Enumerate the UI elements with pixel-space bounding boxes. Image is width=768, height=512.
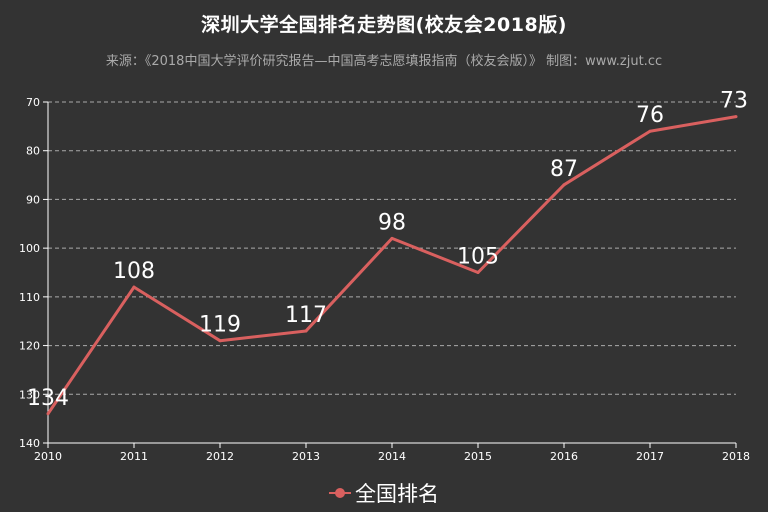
data-point [46, 412, 50, 416]
data-label: 98 [378, 210, 406, 235]
legend[interactable]: 全国排名 [0, 478, 768, 508]
data-point [218, 339, 222, 343]
y-tick-label: 130 [19, 388, 40, 401]
data-label: 119 [199, 313, 241, 338]
x-tick-label: 2016 [550, 450, 578, 463]
legend-label: 全国排名 [355, 482, 439, 506]
y-tick-label: 70 [26, 96, 40, 109]
y-tick-label: 120 [19, 340, 40, 353]
x-tick-label: 2012 [206, 450, 234, 463]
data-point [390, 236, 394, 240]
data-point [476, 271, 480, 274]
data-label: 105 [457, 245, 499, 270]
y-tick-label: 80 [26, 145, 40, 158]
x-tick-label: 2011 [120, 450, 148, 463]
data-point [734, 115, 738, 119]
legend-marker-icon [329, 486, 351, 500]
data-label: 73 [720, 89, 748, 114]
data-point [132, 285, 136, 289]
data-label: 117 [285, 303, 327, 328]
data-point [304, 329, 308, 333]
data-label: 76 [636, 103, 664, 128]
data-point [648, 129, 652, 133]
y-tick-label: 100 [19, 242, 40, 255]
data-label: 108 [113, 259, 155, 284]
y-tick-label: 90 [26, 193, 40, 206]
x-tick-label: 2017 [636, 450, 664, 463]
data-point [562, 183, 566, 187]
y-tick-label: 140 [19, 437, 40, 450]
y-tick-label: 110 [19, 291, 40, 304]
chart-title: 深圳大学全国排名走势图(校友会2018版) [201, 14, 567, 36]
x-tick-label: 2010 [34, 450, 62, 463]
x-tick-label: 2015 [464, 450, 492, 463]
data-label: 134 [27, 386, 69, 411]
chart-subtitle: 来源：《2018中国大学评价研究报告—中国高考志愿填报指南（校友会版）》 制图：… [105, 54, 663, 69]
data-label: 87 [550, 157, 578, 182]
x-tick-label: 2014 [378, 450, 406, 463]
x-tick-label: 2018 [722, 450, 750, 463]
x-tick-label: 2013 [292, 450, 320, 463]
